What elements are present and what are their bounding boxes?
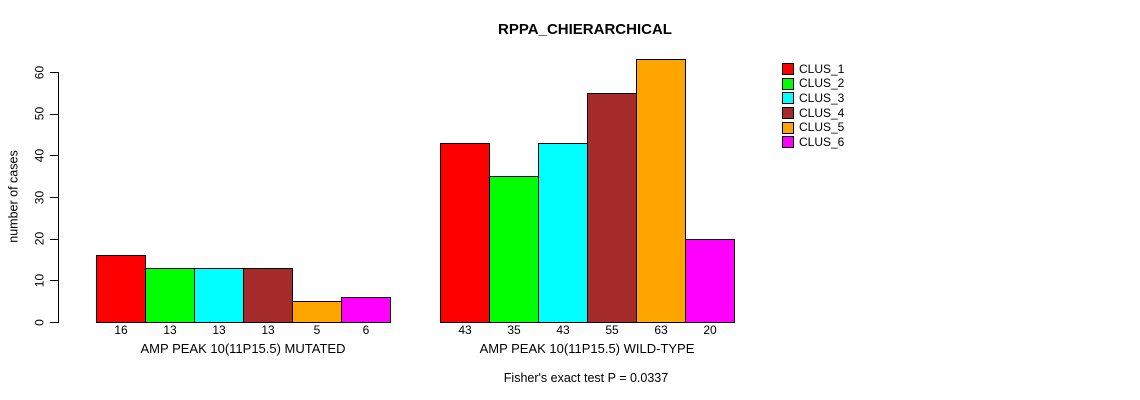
y-axis-tick bbox=[50, 197, 58, 198]
bar-clus_2 bbox=[145, 268, 195, 323]
legend-item-clus_5: CLUS_5 bbox=[782, 120, 844, 135]
chart-title: RPPA_CHIERARCHICAL bbox=[498, 21, 672, 38]
bar-clus_2 bbox=[489, 176, 539, 323]
bar-value-label: 43 bbox=[556, 323, 570, 337]
y-axis-tick-label: 50 bbox=[32, 106, 47, 121]
legend-item-clus_2: CLUS_2 bbox=[782, 77, 844, 92]
bar-value-label: 16 bbox=[114, 323, 128, 337]
legend-label: CLUS_6 bbox=[799, 134, 845, 149]
legend-swatch bbox=[782, 107, 794, 120]
legend-label: CLUS_4 bbox=[799, 105, 845, 120]
legend-label: CLUS_2 bbox=[799, 76, 845, 91]
y-axis-tick bbox=[50, 155, 58, 157]
legend-item-clus_6: CLUS_6 bbox=[782, 135, 844, 150]
y-axis-line bbox=[58, 72, 59, 323]
bar-clus_5 bbox=[292, 301, 342, 323]
group-label-wild-type: AMP PEAK 10(11P15.5) WILD-TYPE bbox=[479, 341, 695, 356]
bar-value-label: 63 bbox=[654, 323, 668, 337]
bar-value-label: 35 bbox=[507, 323, 521, 337]
y-axis-tick bbox=[50, 238, 58, 240]
bar-clus_4 bbox=[587, 93, 637, 323]
legend-item-clus_3: CLUS_3 bbox=[782, 91, 844, 106]
bar-value-label: 5 bbox=[313, 323, 321, 337]
bar-value-label: 55 bbox=[605, 323, 619, 337]
legend-item-clus_4: CLUS_4 bbox=[782, 106, 844, 121]
y-axis-tick-label: 0 bbox=[32, 318, 47, 326]
bar-clus_3 bbox=[538, 143, 588, 323]
bar-clus_6 bbox=[341, 297, 391, 323]
legend-swatch bbox=[782, 92, 794, 105]
legend-swatch bbox=[782, 136, 794, 149]
y-axis-tick bbox=[50, 280, 58, 282]
bar-clus_3 bbox=[194, 268, 244, 323]
bar-value-label: 6 bbox=[362, 323, 370, 337]
bar-clus_1 bbox=[440, 143, 490, 323]
group-label-mutated: AMP PEAK 10(11P15.5) MUTATED bbox=[140, 341, 346, 356]
bar-value-label: 13 bbox=[261, 323, 275, 337]
legend-item-clus_1: CLUS_1 bbox=[782, 62, 844, 77]
fisher-test-annotation: Fisher's exact test P = 0.0337 bbox=[503, 371, 669, 385]
bar-clus_1 bbox=[96, 255, 146, 323]
legend-label: CLUS_1 bbox=[799, 61, 845, 76]
bar-clus_4 bbox=[243, 268, 293, 323]
y-axis-tick-label: 20 bbox=[32, 231, 47, 246]
y-axis-tick-label: 40 bbox=[32, 148, 47, 163]
y-axis-tick-label: 10 bbox=[32, 273, 47, 288]
bar-value-label: 43 bbox=[458, 323, 472, 337]
y-axis-tick bbox=[50, 113, 58, 115]
legend-swatch bbox=[782, 121, 794, 134]
legend-swatch bbox=[782, 63, 794, 76]
bar-value-label: 13 bbox=[212, 323, 226, 337]
y-axis-title: number of cases bbox=[6, 150, 21, 243]
y-axis-tick bbox=[50, 322, 58, 323]
legend: CLUS_1 CLUS_2 CLUS_3 CLUS_4 CLUS_5 CLUS_6 bbox=[782, 62, 844, 150]
legend-label: CLUS_3 bbox=[799, 90, 845, 105]
y-axis-tick bbox=[50, 72, 58, 73]
bar-clus_6 bbox=[685, 239, 735, 323]
y-axis-tick-label: 60 bbox=[32, 65, 47, 79]
bar-value-label: 20 bbox=[703, 323, 717, 337]
legend-swatch bbox=[782, 77, 794, 90]
y-axis-tick-label: 30 bbox=[32, 190, 47, 204]
bar-value-label: 13 bbox=[163, 323, 177, 337]
legend-label: CLUS_5 bbox=[799, 120, 845, 135]
bar-clus_5 bbox=[636, 59, 686, 323]
